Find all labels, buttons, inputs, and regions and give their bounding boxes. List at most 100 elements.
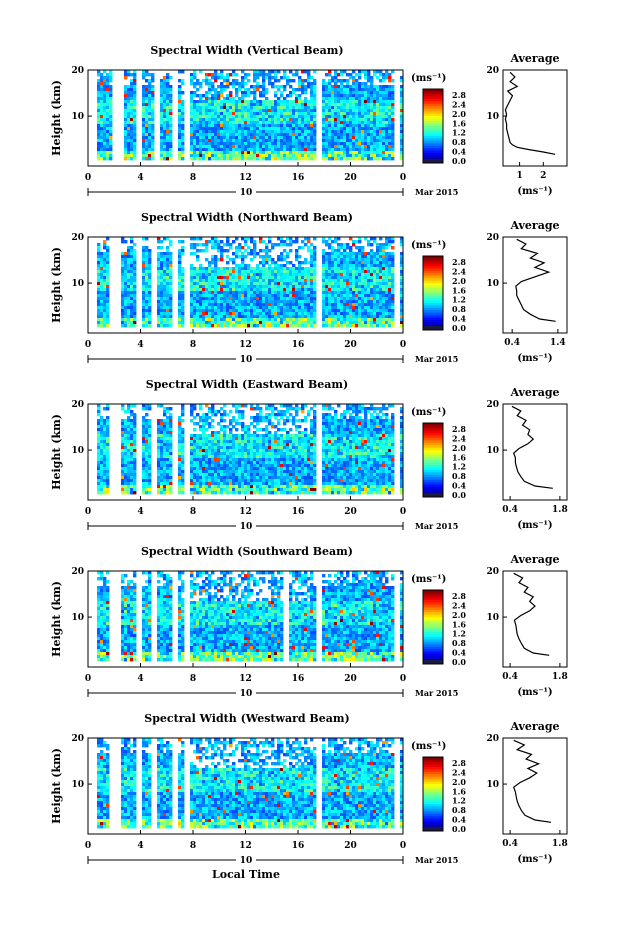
heatmap-cell — [298, 321, 302, 325]
heatmap-cell — [265, 91, 269, 95]
heatmap-cell — [208, 145, 212, 149]
heatmap-cell — [343, 112, 347, 116]
heatmap-cell — [211, 261, 215, 265]
heatmap-cell — [262, 85, 266, 89]
heatmap-cell — [202, 294, 206, 298]
heatmap-cell — [124, 151, 128, 155]
heatmap-cell — [265, 258, 269, 262]
heatmap-cell — [298, 294, 302, 298]
heatmap-cell — [271, 318, 275, 322]
heatmap-cell — [277, 273, 281, 277]
heatmap-cell — [235, 252, 239, 256]
heatmap-cell — [289, 279, 293, 283]
heatmap-cell — [214, 258, 218, 262]
heatmap-cell — [130, 115, 134, 119]
heatmap-cell — [379, 79, 383, 83]
heatmap-cell — [106, 148, 110, 152]
heatmap-cell — [301, 246, 305, 250]
heatmap-cell — [166, 151, 170, 155]
heatmap-cell — [367, 264, 371, 268]
heatmap-cell — [322, 285, 326, 289]
heatmap-cell — [205, 303, 209, 307]
heatmap-cell — [196, 151, 200, 155]
heatmap-cell — [277, 151, 281, 155]
heatmap-cell — [166, 258, 170, 262]
heatmap-cell — [229, 279, 233, 283]
heatmap-cell — [355, 297, 359, 301]
heatmap-cell — [385, 264, 389, 268]
heatmap-cell — [223, 142, 227, 146]
heatmap-cell — [313, 118, 317, 122]
heatmap-cell — [211, 312, 215, 316]
heatmap-cell — [304, 261, 308, 265]
heatmap-cell — [259, 145, 263, 149]
heatmap-cell — [145, 112, 149, 116]
heatmap-cell — [259, 142, 263, 146]
heatmap-cell — [160, 309, 164, 313]
heatmap-cell — [358, 285, 362, 289]
heatmap-cell — [391, 151, 395, 155]
heatmap-cell — [217, 312, 221, 316]
heatmap-cell — [211, 270, 215, 274]
heatmap-cell — [391, 288, 395, 292]
heatmap-cell — [298, 115, 302, 119]
heatmap-cell — [103, 115, 107, 119]
heatmap-cell — [334, 154, 338, 158]
heatmap-cell — [364, 285, 368, 289]
heatmap-cell — [298, 246, 302, 250]
heatmap-cell — [166, 255, 170, 259]
heatmap-cell — [295, 285, 299, 289]
heatmap-cell — [331, 285, 335, 289]
heatmap-cell — [364, 103, 368, 107]
heatmap-cell — [232, 136, 236, 140]
heatmap-cell — [370, 82, 374, 86]
heatmap-cell — [256, 306, 260, 310]
heatmap-cell — [121, 482, 125, 486]
heatmap-cell — [379, 246, 383, 250]
heatmap-cell — [160, 270, 164, 274]
heatmap-cell — [196, 279, 200, 283]
heatmap-cell — [163, 106, 167, 110]
heatmap-cell — [322, 297, 326, 301]
heatmap-cell — [166, 309, 170, 313]
heatmap-cell — [328, 291, 332, 295]
heatmap-cell — [190, 145, 194, 149]
heatmap-cell — [346, 97, 350, 101]
heatmap-cell — [160, 148, 164, 152]
heatmap-cell — [346, 88, 350, 92]
heatmap-cell — [247, 267, 251, 271]
heatmap-cell — [385, 258, 389, 262]
heatmap-cell — [148, 127, 152, 131]
heatmap-cell — [226, 309, 230, 313]
heatmap-cell — [370, 118, 374, 122]
heatmap-cell — [382, 258, 386, 262]
heatmap-cell — [208, 312, 212, 316]
heatmap-cell — [214, 297, 218, 301]
heatmap-cell — [250, 237, 254, 241]
heatmap-cell — [331, 118, 335, 122]
heatmap-cell — [331, 240, 335, 244]
heatmap-cell — [229, 109, 233, 113]
heatmap-cell — [370, 318, 374, 322]
heatmap-cell — [202, 148, 206, 152]
heatmap-cell — [220, 145, 224, 149]
heatmap-cell — [238, 109, 242, 113]
heatmap-cell — [262, 261, 266, 265]
heatmap-cell — [190, 246, 194, 250]
heatmap-cell — [232, 318, 236, 322]
heatmap-cell — [202, 103, 206, 107]
heatmap-cell — [241, 124, 245, 128]
heatmap-cell — [208, 306, 212, 310]
heatmap-cell — [331, 315, 335, 319]
heatmap-cell — [253, 142, 257, 146]
heatmap-cell — [400, 115, 404, 119]
heatmap-cell — [244, 91, 248, 95]
heatmap-cell — [121, 464, 125, 468]
heatmap-cell — [295, 145, 299, 149]
heatmap-cell — [169, 288, 173, 292]
heatmap-cell — [283, 291, 287, 295]
heatmap-cell — [334, 309, 338, 313]
heatmap-cell — [337, 91, 341, 95]
heatmap-cell — [262, 106, 266, 110]
heatmap-cell — [202, 118, 206, 122]
